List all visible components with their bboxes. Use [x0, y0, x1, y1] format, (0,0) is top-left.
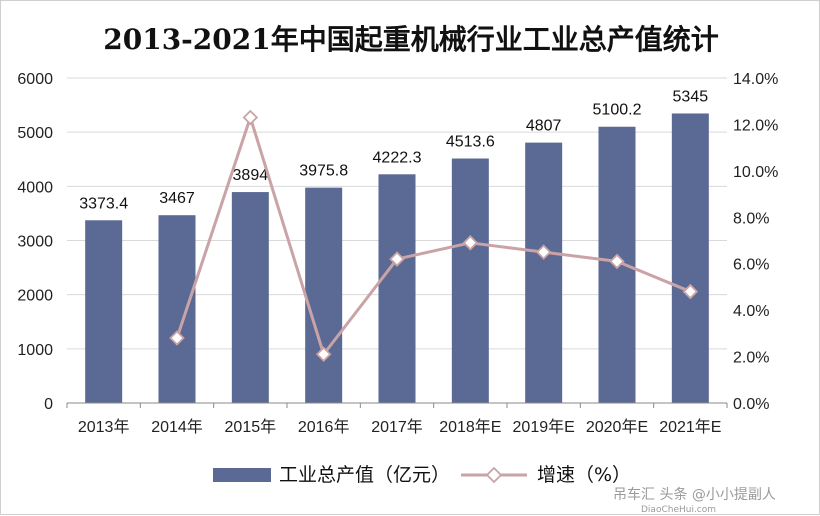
growth-line [175, 115, 691, 356]
x-tick-label: 2019年E [513, 418, 575, 436]
chart-title: 2013-2021年中国起重机械行业工业总产值统计 [103, 23, 718, 56]
y-right-tick-label: 6.0% [733, 257, 769, 274]
y-left-tick-label: 5000 [17, 125, 53, 142]
line-point-marker [609, 253, 625, 270]
y-left-tick-label: 4000 [17, 179, 53, 196]
x-tick-label: 2017年 [371, 418, 423, 436]
x-tick-label: 2013年 [78, 418, 130, 436]
bar [451, 158, 489, 403]
line-series [169, 109, 699, 363]
bar-data-labels: 3373.4 3467 3894 3975.8 4222.3 4513.6 4807 5100… [79, 88, 708, 212]
x-tick-label: 2021年E [659, 418, 721, 436]
y-right-tick-label: 10.0% [733, 164, 778, 181]
line-point-marker [315, 346, 332, 363]
bar-series [85, 113, 709, 404]
x-tick-label: 2015年 [225, 418, 277, 436]
legend-bar-swatch [213, 468, 271, 482]
y-left-tick-label: 0 [44, 396, 53, 413]
x-tick-label: 2014年 [151, 418, 203, 436]
bar-data-label: 5345 [673, 88, 709, 105]
watermark: 吊车汇 头条 @小小提副人 DiaoCheHui.com [613, 486, 776, 515]
bar-data-label: 4513.6 [446, 134, 495, 151]
y-left-tick-label: 1000 [17, 342, 53, 359]
bar [525, 142, 563, 403]
bar-data-label: 3975.8 [299, 163, 348, 180]
bar-data-label: 4807 [526, 118, 562, 135]
x-tick-label: 2018年E [439, 418, 501, 436]
line-point-marker [535, 244, 552, 260]
y-left-tick-label: 6000 [17, 71, 53, 88]
legend-line-marker [485, 466, 503, 484]
y-right-tick-label: 0.0% [733, 396, 769, 413]
bar [378, 174, 416, 403]
bar [158, 215, 196, 403]
line-point-marker [462, 235, 479, 251]
x-tick-label: 2016年 [298, 418, 350, 436]
y-right-tick-label: 12.0% [733, 117, 778, 134]
bar [671, 113, 709, 404]
bar-data-label: 5100.2 [593, 102, 642, 119]
axes: 0 1000 2000 3000 4000 5000 6000 0.0% 2.0% 4.0% 6.0… [17, 71, 778, 436]
legend-line-label: 增速（%） [537, 464, 631, 486]
watermark-subtext: DiaoCheHui.com [641, 505, 716, 515]
watermark-text: 吊车汇 头条 @小小提副人 [613, 486, 776, 503]
bar-data-label: 3467 [159, 190, 195, 207]
y-right-tick-label: 8.0% [733, 210, 769, 227]
legend-bar-label: 工业总产值（亿元） [279, 464, 450, 486]
x-tick-label: 2020年E [586, 418, 648, 436]
y-left-tick-label: 3000 [17, 234, 53, 251]
line-point-marker [389, 251, 405, 267]
bar-data-label: 3894 [233, 167, 269, 184]
bar [305, 187, 343, 403]
bar-data-label: 4222.3 [373, 149, 422, 166]
y-right-tick-label: 14.0% [733, 71, 778, 88]
line-point-marker [242, 109, 259, 126]
y-right-tick-label: 2.0% [733, 350, 769, 367]
y-right-tick-label: 4.0% [733, 303, 769, 320]
line-point-marker [682, 283, 699, 300]
line-point-marker [169, 330, 185, 346]
legend: 工业总产值（亿元） 增速（%） [213, 464, 631, 486]
bar-data-label: 3373.4 [79, 195, 128, 212]
bar [85, 220, 123, 403]
bar [231, 192, 269, 403]
y-left-tick-label: 2000 [17, 288, 53, 305]
